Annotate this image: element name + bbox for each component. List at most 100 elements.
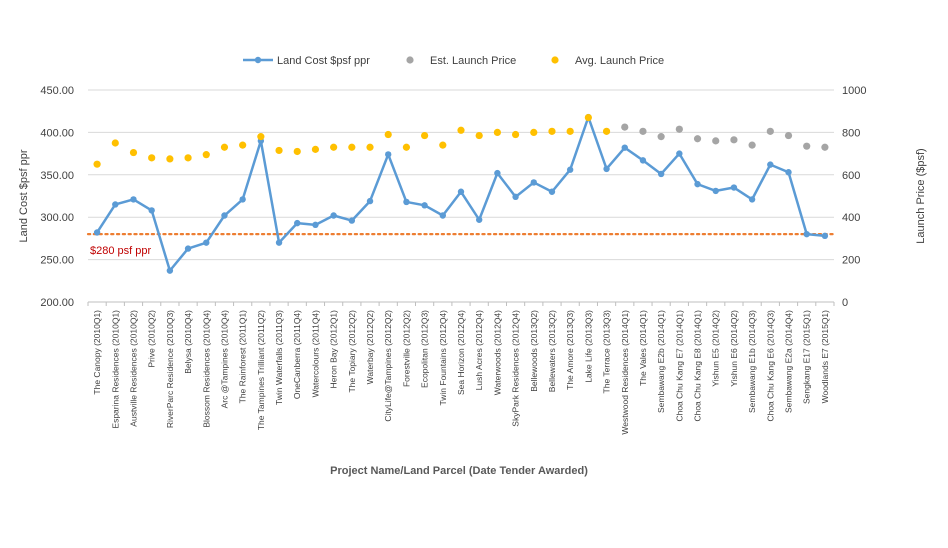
avg-launch-price-point	[348, 143, 356, 151]
est-launch-price-point	[693, 135, 702, 143]
land-cost-point	[312, 221, 319, 229]
avg-launch-price-point	[493, 128, 501, 136]
y-tick-label-right: 0	[842, 297, 848, 309]
x-tick-label: Choa Chu Kang E8 (2014Q1)	[693, 310, 703, 422]
x-tick-label: Woodlands E7 (2015Q1)	[820, 310, 830, 404]
avg-launch-price-point	[475, 131, 483, 140]
avg-launch-price-point	[129, 148, 138, 157]
x-tick-label: OneCanberra (2011Q4)	[292, 310, 302, 399]
avg-launch-price-point	[311, 145, 320, 153]
x-tick-label: Bellewoods (2013Q2)	[529, 310, 539, 392]
x-tick-label: Sengkang E17 (2015Q1)	[802, 310, 812, 404]
land-cost-point	[767, 161, 774, 168]
est-launch-price-point	[748, 141, 756, 149]
avg-launch-price-point	[511, 130, 520, 139]
est-launch-price-point	[712, 137, 720, 145]
y-tick-label-left: 350.00	[40, 170, 74, 182]
x-tick-label: Waterwoods (2012Q4)	[492, 310, 502, 395]
x-tick-label: Yishun E6 (2014Q2)	[729, 310, 739, 387]
x-axis-title: Project Name/Land Parcel (Date Tender Aw…	[330, 465, 588, 477]
x-tick-label: Blossom Residences (2010Q4)	[201, 310, 211, 428]
x-tick-label: The Tampines Trilliant (2011Q2)	[256, 310, 266, 430]
land-cost-point	[694, 180, 701, 188]
land-cost-point	[657, 170, 665, 178]
x-tick-label: Twin Fountains (2012Q4)	[438, 310, 448, 406]
avg-launch-price-point	[548, 127, 556, 135]
land-cost-point	[475, 216, 483, 223]
avg-launch-price-point	[166, 155, 174, 163]
x-tick-label: The Topiary (2012Q2)	[347, 310, 357, 393]
avg-launch-price-point	[402, 143, 411, 151]
land-cost-point	[112, 201, 119, 208]
land-cost-point	[130, 196, 137, 203]
land-cost-point	[166, 267, 174, 274]
x-tick-label: Lush Acres (2012Q4)	[474, 310, 484, 390]
land-cost-point	[748, 196, 756, 203]
avg-launch-price-point	[293, 147, 301, 156]
y-tick-label-left: 200.00	[40, 297, 74, 309]
x-tick-label: Watercolours (2011Q4)	[310, 310, 320, 398]
land-cost-point	[785, 169, 792, 176]
land-cost-point	[348, 217, 356, 224]
reference-line-label: $280 psf ppr	[90, 245, 151, 257]
avg-launch-price-point	[148, 154, 156, 162]
y-axis-left: 200.00 250.00 300.00 350.00 400.00 450.00	[40, 85, 74, 309]
land-cost-point	[93, 229, 101, 236]
land-cost-point	[639, 157, 647, 164]
x-tick-label: Sembawang E2b (2014Q1)	[656, 310, 666, 413]
land-cost-point	[275, 239, 283, 246]
est-launch-price-point	[657, 133, 665, 141]
est-launch-price-point	[766, 127, 774, 135]
avg-launch-price-point	[530, 128, 538, 136]
y-tick-label-left: 250.00	[40, 255, 74, 267]
est-launch-price-point	[639, 127, 647, 135]
est-launch-price-point	[784, 131, 793, 140]
land-cost-point	[712, 187, 719, 195]
avg-launch-price-point	[202, 151, 210, 159]
avg-launch-price-point	[421, 131, 429, 140]
land-cost-point	[421, 202, 428, 209]
x-tick-label: Belysa (2010Q4)	[183, 310, 193, 374]
y-axis-title-left: Land Cost $psf ppr	[18, 149, 30, 242]
est-launch-price-point	[675, 125, 683, 133]
avg-launch-price-point	[111, 139, 119, 147]
y-tick-label-right: 1000	[842, 85, 866, 97]
x-tick-label: CityLife@Tampines (2012Q2)	[383, 310, 393, 422]
legend-marker-avg	[551, 56, 559, 64]
x-tick-label: Arc @Tampines (2010Q4)	[219, 310, 229, 409]
y-tick-label-left: 450.00	[40, 85, 74, 97]
y-tick-label-right: 800	[842, 127, 860, 139]
land-cost-point	[512, 193, 519, 201]
land-cost-point	[530, 179, 537, 186]
x-tick-label: Forestville (2012Q2)	[401, 310, 411, 387]
legend-marker-est	[406, 56, 414, 64]
x-tick-label: Esparina Residences (2010Q1)	[110, 310, 120, 429]
land-cost-point	[221, 212, 228, 219]
avg-launch-price-point	[184, 154, 192, 162]
x-tick-label: The Amore (2013Q3)	[565, 310, 575, 390]
est-launch-price-point	[621, 123, 629, 131]
land-cost-point	[566, 166, 574, 173]
legend-label: Est. Launch Price	[430, 55, 516, 67]
avg-launch-price-point	[330, 143, 338, 151]
x-tick-label: Waterbay (2012Q2)	[365, 310, 375, 384]
avg-launch-price-point	[384, 130, 392, 139]
x-tick-label: Yishun E5 (2014Q2)	[711, 310, 721, 387]
x-tick-label: Heron Bay (2012Q1)	[329, 310, 339, 389]
land-cost-point	[457, 188, 465, 195]
avg-launch-price-point	[602, 127, 611, 135]
y-tick-label-left: 300.00	[40, 212, 74, 224]
land-cost-point	[184, 245, 192, 252]
avg-launch-price-point	[366, 143, 374, 151]
land-cost-point	[603, 165, 610, 173]
x-tick-label: Choa Chu Kang E6 (2014Q3)	[765, 310, 775, 422]
x-tick-label: Lake Life (2013Q3)	[583, 310, 593, 383]
land-cost-point	[148, 207, 155, 214]
land-cost-point	[403, 198, 410, 206]
land-cost-point	[385, 151, 392, 158]
land-cost-point	[439, 212, 447, 219]
legend-label: Avg. Launch Price	[575, 55, 664, 67]
avg-launch-price-point	[93, 160, 101, 168]
land-cost-point	[803, 230, 810, 238]
legend: Land Cost $psf ppr Est. Launch Price Avg. …	[243, 55, 664, 67]
